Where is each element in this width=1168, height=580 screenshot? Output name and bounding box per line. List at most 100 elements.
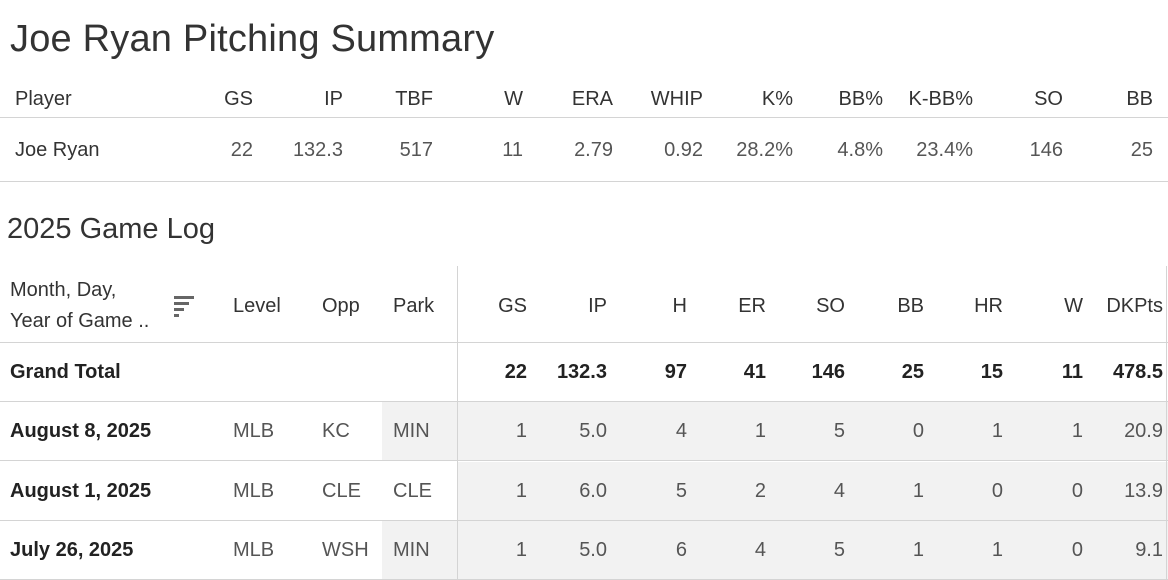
gamelog-header-dkpts[interactable]: DKPts (1106, 295, 1163, 317)
row2-ip: 6.0 (579, 480, 607, 502)
grand-total-gs: 22 (504, 361, 527, 383)
summary-bb-value: 25 (1130, 139, 1153, 161)
row1-hr: 1 (991, 420, 1003, 442)
gamelog-header-rule (0, 342, 1168, 343)
row3-bb: 1 (912, 539, 924, 561)
right-edge-divider (1166, 266, 1167, 580)
gamelog-header-date-line1[interactable]: Month, Day, (10, 279, 117, 301)
row2-er: 2 (754, 480, 766, 502)
row3-park: MIN (393, 539, 430, 561)
summary-player-name: Joe Ryan (15, 139, 100, 161)
measures-shade-row1 (458, 402, 1168, 460)
row3-dkpts: 9.1 (1135, 539, 1163, 561)
row2-bb: 1 (912, 480, 924, 502)
summary-header-ip[interactable]: IP (324, 88, 343, 110)
row2-rule (0, 520, 1168, 521)
summary-header-era[interactable]: ERA (571, 88, 613, 110)
row1-so: 5 (833, 420, 845, 442)
grand-total-er: 41 (743, 361, 766, 383)
gamelog-header-hr[interactable]: HR (974, 295, 1003, 317)
summary-w-value: 11 (502, 139, 523, 161)
row3-w: 0 (1071, 539, 1083, 561)
row1-bb: 0 (912, 420, 924, 442)
gamelog-header-date-line2[interactable]: Year of Game .. (10, 310, 150, 332)
row1-level: MLB (233, 420, 275, 442)
gamelog-header-opp[interactable]: Opp (322, 295, 360, 317)
row1-opp: KC (322, 420, 350, 442)
dimension-measure-divider (457, 266, 458, 580)
row3-so: 5 (833, 539, 845, 561)
gamelog-header-level[interactable]: Level (233, 295, 281, 317)
summary-header-k-pct[interactable]: K% (761, 88, 793, 110)
measures-shade-row3 (458, 521, 1168, 580)
row3-gs: 1 (515, 539, 527, 561)
summary-header-so[interactable]: SO (1034, 88, 1063, 110)
row2-h: 5 (675, 480, 687, 502)
row2-date[interactable]: August 1, 2025 (10, 480, 152, 502)
row3-hr: 1 (991, 539, 1003, 561)
summary-so-value: 146 (1029, 139, 1063, 161)
gamelog-header-er[interactable]: ER (738, 295, 766, 317)
park-cell-shade-row3 (382, 521, 457, 580)
row2-hr: 0 (991, 480, 1003, 502)
summary-ip-value: 132.3 (292, 139, 343, 161)
summary-header-k-bb-pct[interactable]: K-BB% (908, 88, 973, 110)
row2-opp: CLE (322, 480, 361, 502)
grand-total-so: 146 (811, 361, 845, 383)
row3-er: 4 (754, 539, 766, 561)
row2-gs: 1 (515, 480, 527, 502)
summary-whip-value: 0.92 (664, 139, 703, 161)
summary-bb-pct-value: 4.8% (837, 139, 883, 161)
row2-dkpts: 13.9 (1124, 480, 1163, 502)
gamelog-header-bb[interactable]: BB (897, 295, 924, 317)
row3-h: 6 (675, 539, 687, 561)
row1-h: 4 (675, 420, 687, 442)
summary-header-tbf[interactable]: TBF (395, 88, 433, 110)
gamelog-header-w[interactable]: W (1064, 295, 1083, 317)
summary-header-whip[interactable]: WHIP (650, 88, 703, 110)
summary-k-bb-pct-value: 23.4% (916, 139, 973, 161)
summary-k-pct-value: 28.2% (736, 139, 793, 161)
grand-total-dkpts: 478.5 (1112, 361, 1163, 383)
summary-header-gs[interactable]: GS (224, 88, 253, 110)
row1-ip: 5.0 (579, 420, 607, 442)
gamelog-title: 2025 Game Log (7, 213, 215, 245)
grand-total-hr: 15 (980, 361, 1003, 383)
summary-title: Joe Ryan Pitching Summary (10, 18, 495, 60)
row1-dkpts: 20.9 (1124, 420, 1163, 442)
row1-park: MIN (393, 420, 430, 442)
summary-header-player[interactable]: Player (15, 88, 72, 110)
row2-level: MLB (233, 480, 275, 502)
summary-bottom-rule (0, 181, 1168, 182)
row2-so: 4 (833, 480, 845, 502)
summary-header-bb[interactable]: BB (1126, 88, 1153, 110)
summary-header-bb-pct[interactable]: BB% (838, 88, 883, 110)
summary-era-value: 2.79 (574, 139, 613, 161)
summary-tbf-value: 517 (399, 139, 433, 161)
park-cell-shade-row1 (382, 402, 457, 460)
row3-date[interactable]: July 26, 2025 (10, 539, 134, 561)
row1-date[interactable]: August 8, 2025 (10, 420, 152, 442)
summary-gs-value: 22 (230, 139, 253, 161)
grand-total-h: 97 (664, 361, 687, 383)
summary-header-rule (0, 117, 1168, 118)
grand-total-bb: 25 (901, 361, 924, 383)
row3-opp: WSH (322, 539, 369, 561)
grand-total-w: 11 (1061, 361, 1083, 383)
sort-descending-icon[interactable] (174, 296, 194, 317)
gamelog-header-ip[interactable]: IP (588, 295, 607, 317)
gamelog-header-h[interactable]: H (672, 295, 687, 317)
grand-total-rule (0, 401, 1168, 402)
grand-total-label: Grand Total (10, 361, 121, 383)
measures-shade-row2 (458, 462, 1168, 520)
row2-park: CLE (393, 480, 432, 502)
grand-total-ip: 132.3 (556, 361, 607, 383)
gamelog-header-so[interactable]: SO (816, 295, 845, 317)
row1-w: 1 (1071, 420, 1083, 442)
summary-header-w[interactable]: W (504, 88, 523, 110)
gamelog-header-gs[interactable]: GS (498, 295, 527, 317)
row1-gs: 1 (515, 420, 527, 442)
gamelog-header-park[interactable]: Park (393, 295, 435, 317)
row3-level: MLB (233, 539, 275, 561)
row1-rule (0, 460, 1168, 461)
